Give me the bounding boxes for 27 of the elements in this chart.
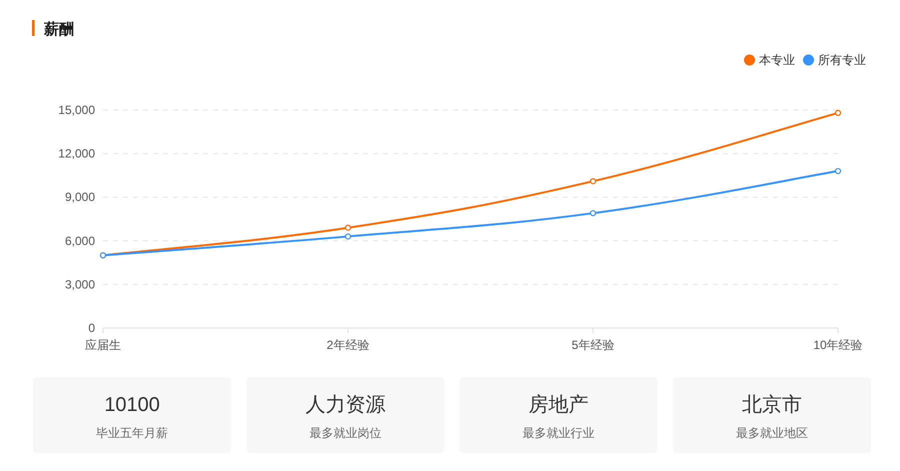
x-tick-label: 应届生 <box>85 338 121 352</box>
chart-title: 薪酬 <box>43 21 74 38</box>
text: 房地产 <box>528 394 589 416</box>
y-tick-label: 15,000 <box>58 103 96 117</box>
point <box>344 224 352 231</box>
x-tick-label: 2年经验 <box>326 338 370 352</box>
text: 10100 <box>104 394 160 416</box>
x-tick-label: 5年经验 <box>572 338 614 352</box>
point <box>834 110 842 116</box>
text: 最多就业地区 <box>736 426 808 440</box>
point <box>590 178 596 184</box>
text: 毕业五年月薪 <box>96 426 168 440</box>
y-tick-label: 3,000 <box>64 277 96 292</box>
y-tick-label: 0 <box>88 321 96 335</box>
y-tick-label: 6,000 <box>64 234 96 248</box>
text: 最多就业行业 <box>522 426 595 440</box>
y-tick-label: 9,000 <box>64 190 96 204</box>
legend-label: 本专业 <box>759 53 795 67</box>
legend-label: 所有专业 <box>818 53 866 67</box>
text: 北京市 <box>742 394 802 416</box>
text: 最多就业岗位 <box>309 426 382 440</box>
y-tick-label: 12,000 <box>58 146 96 161</box>
text: 人力资源 <box>305 394 386 416</box>
x-tick-label: 10年经验 <box>813 338 863 352</box>
point <box>834 168 842 174</box>
point <box>590 210 596 216</box>
point <box>344 233 352 240</box>
